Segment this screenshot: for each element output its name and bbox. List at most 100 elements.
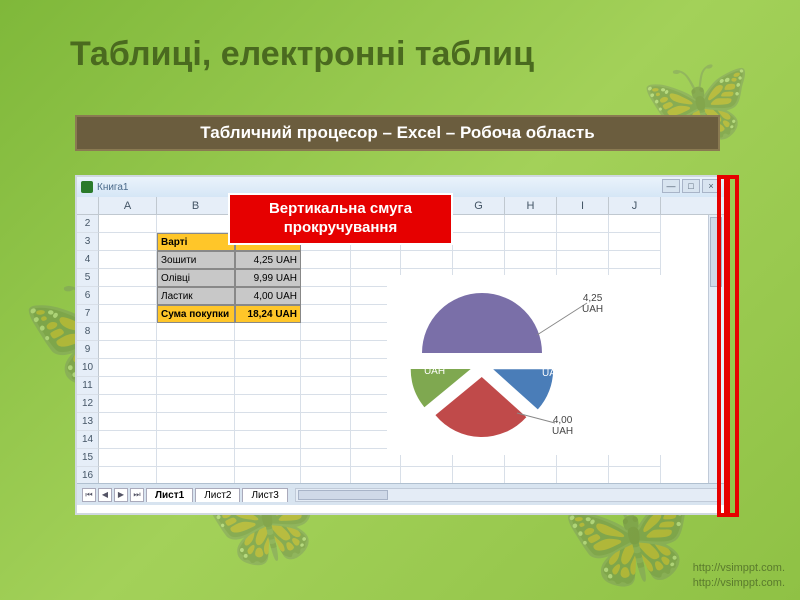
- column-header[interactable]: J: [609, 197, 661, 214]
- cell[interactable]: [301, 413, 351, 431]
- column-header[interactable]: A: [99, 197, 157, 214]
- horizontal-scrollbar[interactable]: [295, 488, 720, 502]
- pie-chart[interactable]: 18,24UAH4,25UAH9,99UAH4,00UAH: [387, 275, 667, 455]
- cell[interactable]: [235, 413, 301, 431]
- cell[interactable]: [99, 467, 157, 483]
- cell[interactable]: [99, 305, 157, 323]
- cell[interactable]: [505, 251, 557, 269]
- cell[interactable]: [157, 215, 235, 233]
- cell[interactable]: [301, 305, 351, 323]
- cell[interactable]: [157, 323, 235, 341]
- cell[interactable]: [99, 269, 157, 287]
- cell[interactable]: [157, 341, 235, 359]
- cell[interactable]: 18,24 UAH: [235, 305, 301, 323]
- cell[interactable]: [157, 431, 235, 449]
- cell[interactable]: [99, 341, 157, 359]
- row-header[interactable]: 8: [77, 323, 99, 341]
- cell[interactable]: [401, 467, 453, 483]
- column-header[interactable]: I: [557, 197, 609, 214]
- row-header[interactable]: 6: [77, 287, 99, 305]
- cell[interactable]: [157, 413, 235, 431]
- cell[interactable]: [99, 431, 157, 449]
- cell[interactable]: [301, 323, 351, 341]
- cell[interactable]: [609, 251, 661, 269]
- cell[interactable]: [301, 449, 351, 467]
- cell[interactable]: [401, 251, 453, 269]
- pie-slice[interactable]: [422, 293, 542, 353]
- cell[interactable]: [609, 467, 661, 483]
- cell[interactable]: [235, 431, 301, 449]
- maximize-button[interactable]: □: [682, 179, 700, 193]
- cell[interactable]: [157, 377, 235, 395]
- cell[interactable]: [99, 377, 157, 395]
- cell[interactable]: [301, 341, 351, 359]
- cell[interactable]: 9,99 UAH: [235, 269, 301, 287]
- cell[interactable]: [235, 341, 301, 359]
- cell[interactable]: [235, 449, 301, 467]
- cell[interactable]: [99, 215, 157, 233]
- sheet-tab[interactable]: Лист2: [195, 488, 240, 502]
- cell[interactable]: [301, 251, 351, 269]
- close-button[interactable]: ×: [702, 179, 720, 193]
- cell[interactable]: [453, 215, 505, 233]
- row-header[interactable]: 3: [77, 233, 99, 251]
- cell[interactable]: 4,00 UAH: [235, 287, 301, 305]
- row-header[interactable]: 5: [77, 269, 99, 287]
- column-header[interactable]: G: [453, 197, 505, 214]
- cell[interactable]: [557, 233, 609, 251]
- row-header[interactable]: 12: [77, 395, 99, 413]
- cell[interactable]: Сума покупки: [157, 305, 235, 323]
- cell[interactable]: [351, 467, 401, 483]
- cell[interactable]: [505, 215, 557, 233]
- row-header[interactable]: 10: [77, 359, 99, 377]
- cell[interactable]: [235, 467, 301, 483]
- cell[interactable]: [157, 359, 235, 377]
- cell[interactable]: [157, 467, 235, 483]
- cell[interactable]: [99, 287, 157, 305]
- cell[interactable]: [99, 413, 157, 431]
- column-header[interactable]: H: [505, 197, 557, 214]
- cell[interactable]: [301, 467, 351, 483]
- cell[interactable]: [99, 449, 157, 467]
- row-header[interactable]: 14: [77, 431, 99, 449]
- sheet-tab[interactable]: Лист3: [242, 488, 287, 502]
- cell[interactable]: Зошити: [157, 251, 235, 269]
- row-header[interactable]: 13: [77, 413, 99, 431]
- cell[interactable]: [453, 233, 505, 251]
- row-header[interactable]: 7: [77, 305, 99, 323]
- cell[interactable]: [301, 287, 351, 305]
- sheet-nav-last[interactable]: ⏭: [130, 488, 144, 502]
- row-header[interactable]: 9: [77, 341, 99, 359]
- cell[interactable]: [609, 233, 661, 251]
- row-header[interactable]: 2: [77, 215, 99, 233]
- cell[interactable]: Ластик: [157, 287, 235, 305]
- cell[interactable]: [235, 395, 301, 413]
- vertical-scroll-thumb[interactable]: [710, 217, 722, 287]
- cell[interactable]: [235, 377, 301, 395]
- cell[interactable]: [235, 323, 301, 341]
- cell[interactable]: [301, 269, 351, 287]
- cell[interactable]: [505, 467, 557, 483]
- cell[interactable]: [301, 359, 351, 377]
- sheet-tab[interactable]: Лист1: [146, 488, 193, 502]
- cell[interactable]: [557, 251, 609, 269]
- cell[interactable]: [609, 215, 661, 233]
- cell[interactable]: Олівці: [157, 269, 235, 287]
- cell-grid[interactable]: 23Варті4Зошити4,25 UAH5Олівці9,99 UAH6Ла…: [77, 215, 724, 483]
- cell[interactable]: [99, 323, 157, 341]
- minimize-button[interactable]: —: [662, 179, 680, 193]
- cell[interactable]: [301, 431, 351, 449]
- cell[interactable]: [157, 395, 235, 413]
- cell[interactable]: [99, 395, 157, 413]
- row-header[interactable]: 15: [77, 449, 99, 467]
- cell[interactable]: [557, 467, 609, 483]
- sheet-nav-prev[interactable]: ◀: [98, 488, 112, 502]
- cell[interactable]: [235, 359, 301, 377]
- sheet-nav-next[interactable]: ▶: [114, 488, 128, 502]
- cell[interactable]: Варті: [157, 233, 235, 251]
- cell[interactable]: [99, 359, 157, 377]
- horizontal-scroll-thumb[interactable]: [298, 490, 388, 500]
- vertical-scrollbar[interactable]: [708, 215, 724, 483]
- cell[interactable]: [505, 233, 557, 251]
- cell[interactable]: [157, 449, 235, 467]
